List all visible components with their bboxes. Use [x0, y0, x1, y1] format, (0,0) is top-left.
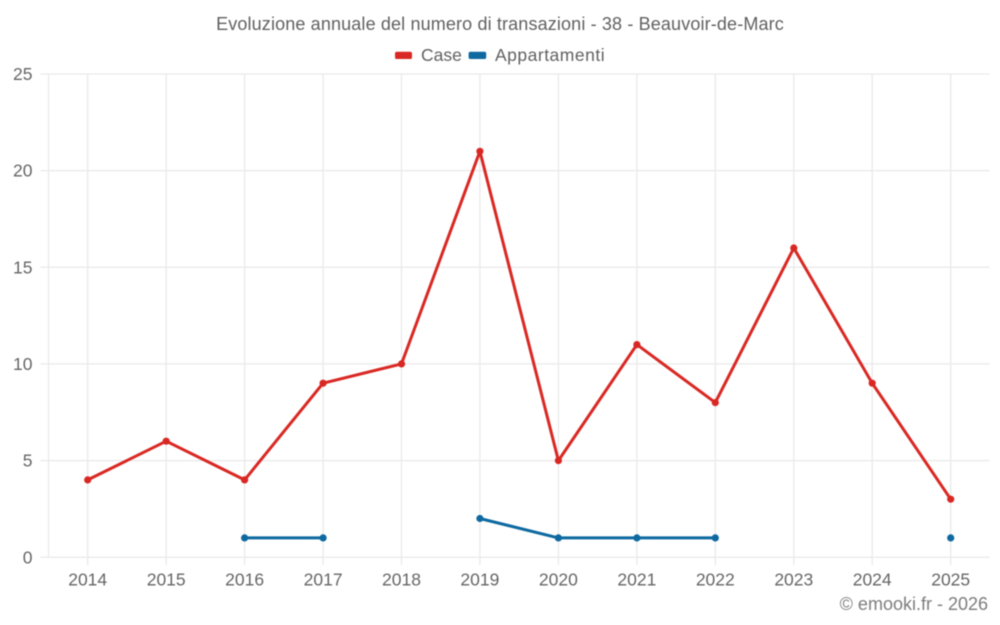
svg-text:2024: 2024 — [853, 570, 892, 590]
svg-text:10: 10 — [13, 354, 33, 374]
svg-text:© emooki.fr - 2026: © emooki.fr - 2026 — [840, 594, 988, 614]
svg-text:20: 20 — [13, 161, 33, 181]
svg-text:2019: 2019 — [460, 570, 499, 590]
svg-text:0: 0 — [23, 547, 33, 567]
svg-text:Evoluzione annuale del numero: Evoluzione annuale del numero di transaz… — [216, 14, 784, 34]
svg-text:5: 5 — [23, 451, 33, 471]
svg-text:2015: 2015 — [147, 570, 186, 590]
svg-text:Case: Case — [421, 45, 462, 65]
svg-text:25: 25 — [13, 64, 32, 84]
svg-text:2025: 2025 — [931, 570, 970, 590]
svg-text:15: 15 — [13, 257, 32, 277]
svg-text:Appartamenti: Appartamenti — [495, 45, 605, 65]
svg-text:2022: 2022 — [696, 570, 735, 590]
svg-text:2023: 2023 — [774, 570, 813, 590]
svg-text:2017: 2017 — [304, 570, 343, 590]
svg-text:2014: 2014 — [68, 570, 107, 590]
svg-text:2020: 2020 — [539, 570, 578, 590]
svg-text:2021: 2021 — [617, 570, 656, 590]
svg-text:2016: 2016 — [225, 570, 264, 590]
svg-text:2018: 2018 — [382, 570, 421, 590]
